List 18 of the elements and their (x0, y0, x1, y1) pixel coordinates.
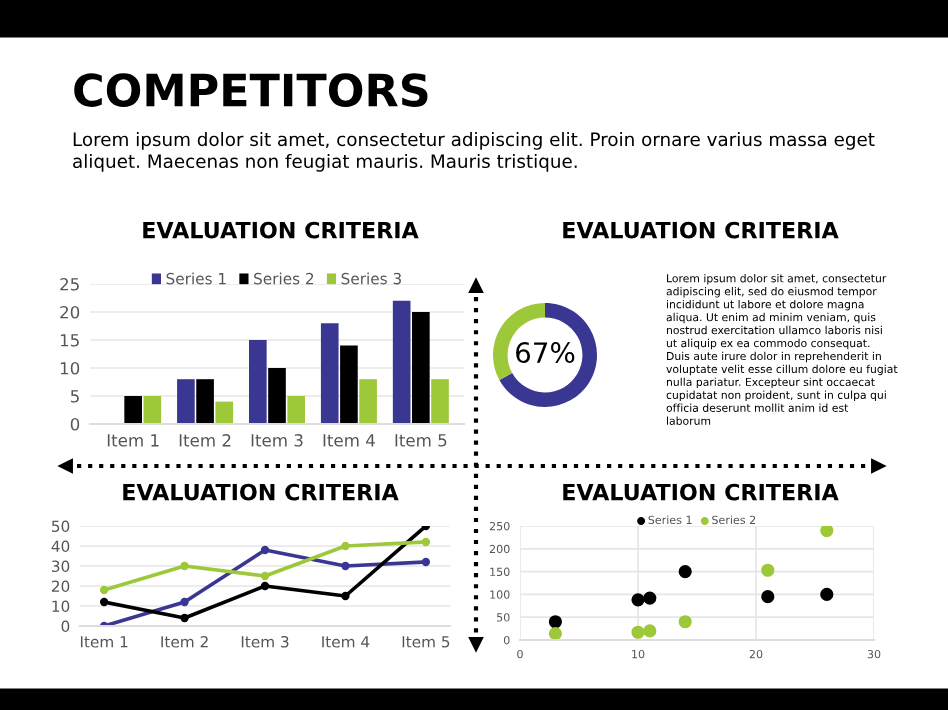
y-tick-label: 10 (60, 361, 80, 375)
text: Lorem ipsum dolor sit amet, consectetur adipiscing elit. Proin ornare varius massa eget aliquet. Maecenas non feugiat mauris. Mauris tristique. (73, 132, 875, 172)
x-tick-label: Item 3 (251, 434, 303, 447)
y-tick-label: 5 (70, 390, 79, 403)
y-tick-label: 20 (60, 305, 80, 319)
chart-title: EVALUATION CRITERIA (123, 483, 399, 501)
y-tick-label: 25 (60, 277, 79, 291)
data-label: 67% (516, 342, 575, 364)
text: COMPETITORS (74, 73, 428, 107)
x-tick-label: Item 2 (179, 434, 231, 447)
x-tick-label: Item 5 (395, 434, 447, 447)
chart-title: EVALUATION CRITERIA (563, 483, 839, 501)
x-tick-label: Item 4 (323, 434, 375, 447)
y-tick-label: 0 (70, 417, 80, 431)
text: EVALUATION CRITERIA (563, 221, 839, 239)
chart-title: EVALUATION CRITERIA (143, 221, 419, 239)
y-tick-label: 15 (60, 334, 79, 347)
x-tick-label: Item 1 (107, 434, 159, 447)
